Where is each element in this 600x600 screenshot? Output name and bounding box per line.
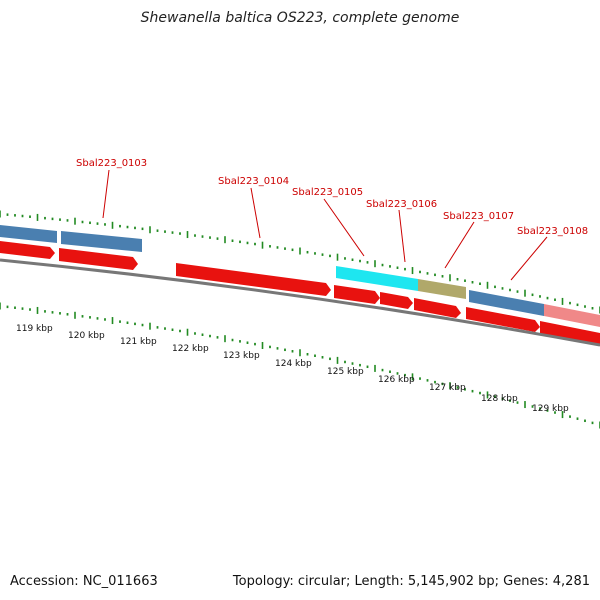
cds-arrow[interactable] [380, 292, 413, 309]
gene-feature[interactable] [469, 290, 544, 316]
outer-tick-ring [0, 210, 600, 314]
gene-feature[interactable] [0, 225, 57, 243]
inner-tick-ring [0, 302, 600, 429]
cds-arrow[interactable] [176, 263, 331, 296]
map-title: Shewanella baltica OS223, complete genom… [140, 10, 460, 26]
cds-arrow[interactable] [466, 307, 540, 332]
scale-labels: 119 kbp 120 kbp 121 kbp 122 kbp 123 kbp … [16, 324, 569, 414]
gene-label[interactable]: Sbal223_0104 [218, 176, 289, 187]
cds-feature-row [0, 241, 600, 346]
accession-text: Accession: NC_011663 [10, 574, 158, 589]
gene-feature[interactable] [336, 266, 418, 291]
scale-label: 129 kbp [532, 404, 569, 414]
gene-label[interactable]: Sbal223_0106 [366, 199, 437, 210]
gene-feature[interactable] [544, 304, 600, 327]
gene-label[interactable]: Sbal223_0105 [292, 187, 363, 198]
cds-arrow[interactable] [334, 285, 380, 304]
scale-label: 122 kbp [172, 344, 209, 354]
gene-label[interactable]: Sbal223_0103 [76, 158, 147, 169]
leader-line [444, 221, 475, 269]
cds-arrow[interactable] [0, 241, 55, 259]
scale-label: 119 kbp [16, 324, 53, 334]
gene-label[interactable]: Sbal223_0107 [443, 211, 514, 222]
leader-line [102, 169, 110, 219]
cds-arrow[interactable] [414, 298, 461, 318]
leader-line [250, 187, 261, 239]
gene-labels: Sbal223_0103 Sbal223_0104 Sbal223_0105 S… [76, 158, 588, 281]
genome-backbone [0, 258, 600, 347]
topology-text: Topology: circular; Length: 5,145,902 bp… [232, 574, 590, 589]
scale-label: 125 kbp [327, 367, 364, 377]
scale-label: 127 kbp [429, 383, 466, 393]
leader-line [510, 236, 548, 281]
leader-line [398, 209, 406, 263]
leader-line [323, 198, 365, 257]
gene-label[interactable]: Sbal223_0108 [517, 226, 588, 237]
gene-feature[interactable] [418, 279, 466, 299]
cds-arrow[interactable] [540, 321, 600, 346]
scale-label: 120 kbp [68, 331, 105, 341]
cds-arrow[interactable] [59, 248, 138, 270]
gene-feature[interactable] [61, 231, 142, 252]
scale-label: 124 kbp [275, 359, 312, 369]
gene-feature-row [0, 225, 600, 327]
scale-label: 128 kbp [481, 394, 518, 404]
scale-label: 123 kbp [223, 351, 260, 361]
scale-label: 126 kbp [378, 375, 415, 385]
scale-label: 121 kbp [120, 337, 157, 347]
